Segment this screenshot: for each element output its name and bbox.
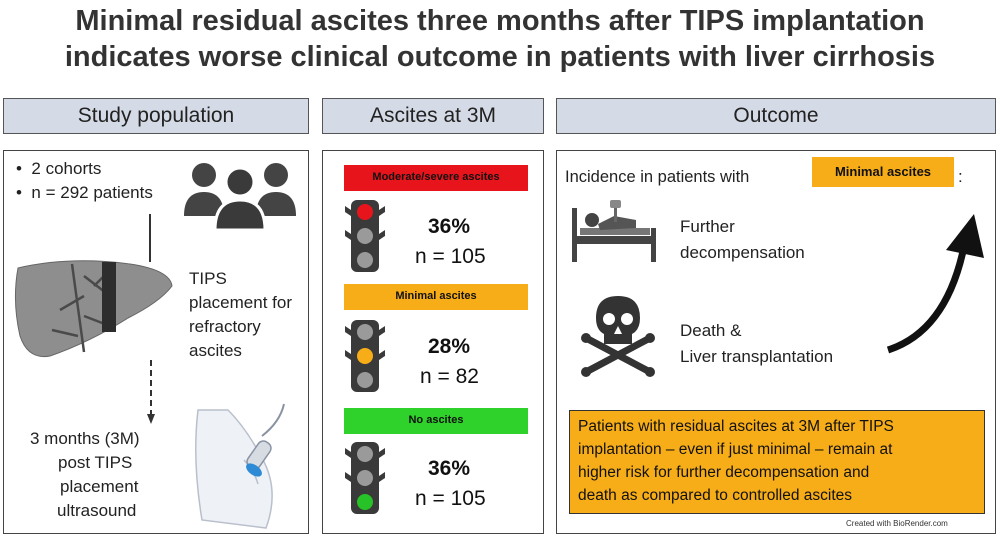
minimal-ascites-badge: Minimal ascites	[812, 157, 954, 187]
minimal-ascites-n: n = 82	[420, 365, 479, 388]
traffic-light-orange-icon	[345, 320, 385, 392]
traffic-light-green-icon	[345, 442, 385, 514]
biorender-credit: Created with BioRender.com	[846, 519, 948, 528]
connector-line	[149, 214, 151, 262]
outcome-header: Outcome	[556, 98, 996, 134]
conclusion-line-2: implantation – even if just minimal – re…	[578, 441, 893, 458]
minimal-ascites-percent: 28%	[428, 335, 471, 358]
title-line-2: indicates worse clinical outcome in pati…	[64, 41, 936, 73]
conclusion-line-1: Patients with residual ascites at 3M aft…	[578, 418, 894, 435]
moderate-severe-label: Moderate/severe ascites	[344, 165, 528, 191]
moderate-severe-n: n = 105	[415, 245, 486, 268]
tips-text-3: refractory	[189, 317, 261, 336]
followup-text-1: 3 months (3M)	[30, 429, 140, 448]
followup-text-4: ultrasound	[57, 501, 137, 520]
dashed-arrow	[147, 360, 155, 424]
incidence-colon: :	[958, 167, 963, 186]
conclusion-line-4: death as compared to controlled ascites	[578, 487, 852, 504]
followup-text-3: placement	[60, 477, 139, 496]
increase-arrow-icon	[886, 214, 984, 354]
title-line-1: Minimal residual ascites three months af…	[75, 5, 925, 37]
outcome-item1-line1: Further	[680, 217, 735, 236]
moderate-severe-percent: 36%	[428, 215, 471, 238]
hospital-bed-icon	[572, 200, 656, 262]
outcome-item2-line2: Liver transplantation	[680, 347, 834, 366]
no-ascites-label: No ascites	[344, 408, 528, 434]
ultrasound-icon	[195, 403, 285, 529]
incidence-text: Incidence in patients with	[565, 168, 750, 186]
traffic-light-red-icon	[345, 200, 385, 272]
outcome-item1-line2: decompensation	[680, 243, 805, 262]
tips-text-2: placement for	[189, 293, 292, 312]
followup-text-2: post TIPS	[58, 453, 133, 472]
bullet-patients-text: n = 292 patients	[31, 183, 153, 202]
outcome-item2-line1: Death &	[680, 321, 742, 340]
people-group-icon	[184, 163, 296, 232]
minimal-ascites-label: Minimal ascites	[344, 284, 528, 310]
tips-text-1: TIPS	[189, 269, 227, 288]
conclusion-line-3: higher risk for further decompensation a…	[578, 464, 870, 481]
tips-text-4: ascites	[189, 341, 242, 360]
skull-crossbones-icon	[581, 296, 655, 377]
conclusion-box: Patients with residual ascites at 3M aft…	[569, 410, 985, 514]
bullet-cohorts: • 2 cohorts	[16, 159, 102, 178]
no-ascites-n: n = 105	[415, 487, 486, 510]
bullet-cohorts-text: 2 cohorts	[31, 159, 102, 178]
bullet-patients: • n = 292 patients	[16, 183, 153, 202]
no-ascites-percent: 36%	[428, 457, 471, 480]
study-population-header: Study population	[3, 98, 309, 134]
ascites-header: Ascites at 3M	[322, 98, 544, 134]
liver-icon	[14, 260, 173, 358]
